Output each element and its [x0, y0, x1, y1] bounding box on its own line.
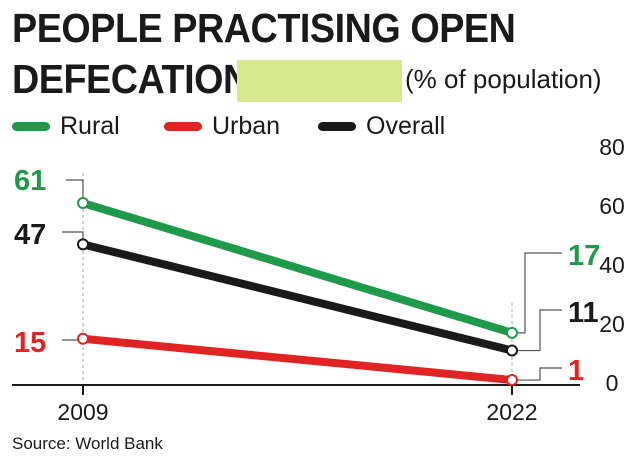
- y-tick-label-80: 80: [599, 134, 625, 160]
- chart-title-line-1: PEOPLE PRACTISING OPEN: [12, 5, 516, 51]
- x-tick-label-2009: 2009: [57, 399, 108, 425]
- legend-swatch-rural: [12, 122, 50, 131]
- legend-label-urban: Urban: [212, 112, 281, 140]
- highlight-box: [237, 60, 402, 102]
- series-line-urban: [79, 334, 516, 385]
- legend-item-urban: Urban: [164, 112, 280, 141]
- data-label-overall-2022: 11: [568, 297, 599, 329]
- legend-item-rural: Rural: [12, 112, 120, 141]
- legend-label-overall: Overall: [366, 112, 446, 140]
- legend-item-overall: Overall: [318, 112, 445, 141]
- series-line-overall: [79, 240, 516, 355]
- point-urban-2022: [506, 374, 518, 387]
- point-rural-2022: [506, 326, 518, 339]
- data-label-urban-2009: 15: [14, 327, 46, 359]
- data-label-rural-2009: 61: [14, 165, 46, 197]
- legend-label-rural: Rural: [60, 112, 120, 140]
- y-tick-label-40: 40: [599, 252, 625, 278]
- chart-title-line-2: DEFECATION: [12, 56, 250, 102]
- connector-rural-2022: [512, 252, 562, 334]
- point-rural-2009: [77, 197, 89, 210]
- chart-unit-label: (% of population): [405, 64, 602, 94]
- legend-swatch-overall: [318, 122, 356, 131]
- point-overall-2009: [77, 238, 89, 251]
- legend-swatch-urban: [164, 122, 202, 131]
- x-tick-label-2022: 2022: [486, 399, 537, 425]
- data-label-overall-2009: 47: [14, 219, 46, 251]
- connector-overall-2022: [512, 309, 562, 352]
- data-label-rural-2022: 17: [568, 240, 600, 272]
- y-tick-label-20: 20: [599, 311, 625, 337]
- connector-urban-2022: [512, 367, 562, 381]
- data-label-urban-2022: 1: [568, 355, 584, 387]
- source-note: Source: World Bank: [12, 434, 163, 453]
- connector-rural-2009: [66, 179, 84, 204]
- y-tick-label-60: 60: [599, 193, 625, 219]
- point-urban-2009: [77, 332, 89, 345]
- series-line-rural: [79, 199, 516, 337]
- point-overall-2022: [506, 344, 518, 357]
- y-tick-label-0: 0: [606, 370, 619, 396]
